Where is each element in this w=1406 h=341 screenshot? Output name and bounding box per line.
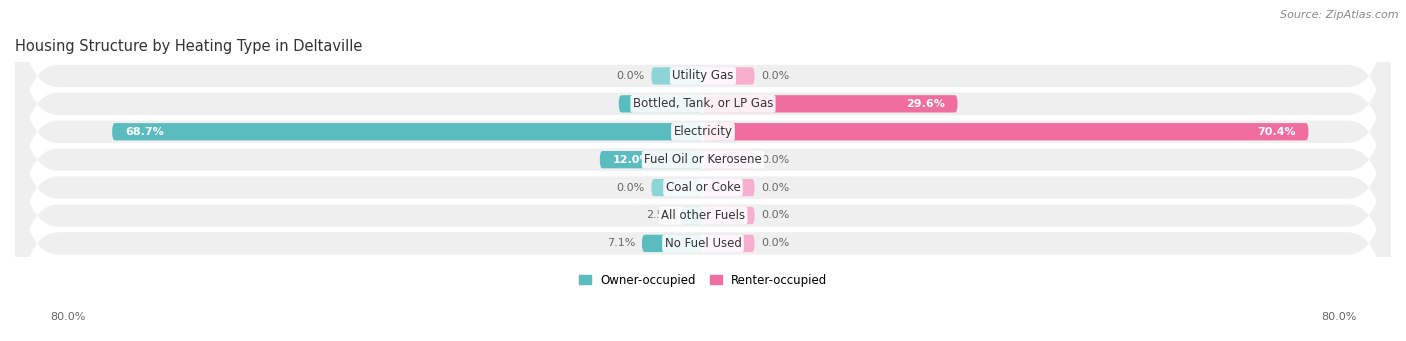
FancyBboxPatch shape — [15, 59, 1391, 316]
Text: Utility Gas: Utility Gas — [672, 70, 734, 83]
FancyBboxPatch shape — [703, 207, 755, 224]
Text: Coal or Coke: Coal or Coke — [665, 181, 741, 194]
FancyBboxPatch shape — [643, 235, 703, 252]
Text: 0.0%: 0.0% — [616, 182, 644, 193]
Text: Bottled, Tank, or LP Gas: Bottled, Tank, or LP Gas — [633, 97, 773, 110]
FancyBboxPatch shape — [703, 95, 957, 113]
FancyBboxPatch shape — [703, 123, 1309, 140]
Text: 0.0%: 0.0% — [762, 210, 790, 221]
FancyBboxPatch shape — [112, 123, 703, 140]
Text: Fuel Oil or Kerosene: Fuel Oil or Kerosene — [644, 153, 762, 166]
FancyBboxPatch shape — [600, 151, 703, 168]
Text: 0.0%: 0.0% — [762, 155, 790, 165]
FancyBboxPatch shape — [15, 0, 1391, 232]
Text: Electricity: Electricity — [673, 125, 733, 138]
FancyBboxPatch shape — [703, 67, 755, 85]
Text: 9.8%: 9.8% — [631, 99, 662, 109]
FancyBboxPatch shape — [682, 207, 703, 224]
Text: All other Fuels: All other Fuels — [661, 209, 745, 222]
FancyBboxPatch shape — [703, 235, 755, 252]
Text: Source: ZipAtlas.com: Source: ZipAtlas.com — [1281, 10, 1399, 20]
Text: 70.4%: 70.4% — [1257, 127, 1295, 137]
Text: 80.0%: 80.0% — [1320, 312, 1357, 322]
FancyBboxPatch shape — [651, 67, 703, 85]
FancyBboxPatch shape — [619, 95, 703, 113]
Text: 0.0%: 0.0% — [762, 182, 790, 193]
FancyBboxPatch shape — [15, 0, 1391, 204]
Text: 0.0%: 0.0% — [616, 71, 644, 81]
Text: 0.0%: 0.0% — [762, 238, 790, 248]
FancyBboxPatch shape — [15, 31, 1391, 288]
Text: Housing Structure by Heating Type in Deltaville: Housing Structure by Heating Type in Del… — [15, 39, 363, 54]
Text: 2.5%: 2.5% — [647, 210, 675, 221]
FancyBboxPatch shape — [703, 179, 755, 196]
Text: 12.0%: 12.0% — [613, 155, 651, 165]
Text: 0.0%: 0.0% — [762, 71, 790, 81]
Text: No Fuel Used: No Fuel Used — [665, 237, 741, 250]
FancyBboxPatch shape — [703, 151, 755, 168]
Text: 29.6%: 29.6% — [905, 99, 945, 109]
FancyBboxPatch shape — [15, 3, 1391, 260]
FancyBboxPatch shape — [15, 87, 1391, 341]
Text: 7.1%: 7.1% — [606, 238, 636, 248]
FancyBboxPatch shape — [15, 115, 1391, 341]
Text: 68.7%: 68.7% — [125, 127, 165, 137]
Text: 80.0%: 80.0% — [49, 312, 86, 322]
Legend: Owner-occupied, Renter-occupied: Owner-occupied, Renter-occupied — [579, 273, 827, 287]
FancyBboxPatch shape — [651, 179, 703, 196]
